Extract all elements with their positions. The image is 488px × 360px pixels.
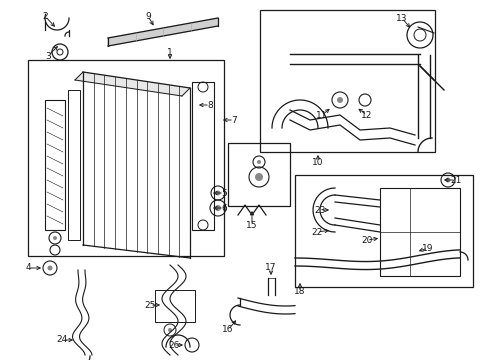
- Polygon shape: [108, 18, 218, 46]
- Text: 8: 8: [207, 100, 212, 109]
- Text: 5: 5: [221, 189, 226, 198]
- Text: 22: 22: [311, 228, 322, 237]
- Circle shape: [445, 177, 449, 183]
- Text: 15: 15: [246, 220, 257, 230]
- Circle shape: [168, 328, 172, 332]
- Text: 24: 24: [56, 336, 67, 345]
- Text: 26: 26: [168, 341, 179, 350]
- Circle shape: [257, 160, 261, 164]
- Circle shape: [47, 266, 52, 270]
- Circle shape: [215, 190, 220, 195]
- Text: 16: 16: [222, 325, 233, 334]
- Text: 6: 6: [221, 203, 226, 212]
- Circle shape: [215, 205, 221, 211]
- Circle shape: [254, 173, 263, 181]
- Text: 1: 1: [167, 48, 173, 57]
- Text: 19: 19: [421, 243, 433, 252]
- Text: 17: 17: [264, 264, 276, 273]
- Text: 9: 9: [145, 12, 151, 21]
- Text: 2: 2: [42, 12, 48, 21]
- Text: 4: 4: [25, 264, 31, 273]
- Circle shape: [53, 236, 57, 240]
- Bar: [379, 188, 459, 276]
- Text: 21: 21: [449, 176, 461, 185]
- Bar: [155, 290, 195, 322]
- Bar: [260, 10, 434, 152]
- Circle shape: [336, 97, 342, 103]
- Bar: [68, 90, 80, 240]
- Text: 25: 25: [144, 301, 155, 310]
- Polygon shape: [75, 72, 190, 96]
- Bar: [294, 175, 472, 287]
- Text: 20: 20: [361, 235, 372, 244]
- Text: 12: 12: [361, 111, 372, 120]
- Text: 23: 23: [314, 206, 325, 215]
- Bar: [227, 143, 289, 206]
- Text: 10: 10: [312, 158, 323, 166]
- Text: 3: 3: [45, 51, 51, 60]
- Bar: [28, 60, 224, 256]
- Bar: [192, 82, 214, 230]
- Text: 7: 7: [231, 116, 236, 125]
- Text: 13: 13: [395, 14, 407, 23]
- Text: 18: 18: [294, 288, 305, 297]
- Text: 11: 11: [316, 111, 327, 120]
- Bar: [45, 100, 65, 230]
